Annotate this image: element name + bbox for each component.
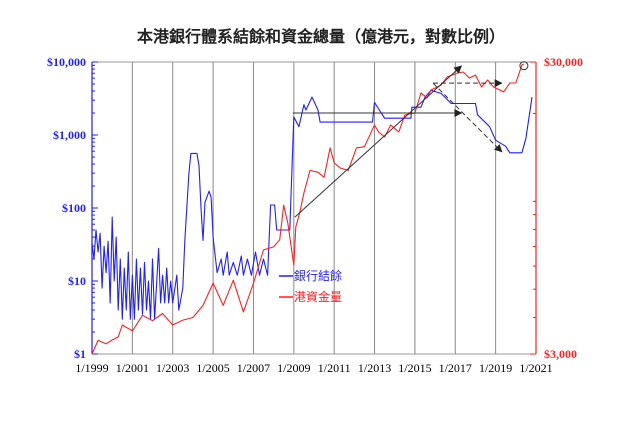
- bank-balance-line: [91, 89, 533, 320]
- left-y-tick-label: $10,000: [47, 55, 86, 69]
- x-tick-label: 1/2003: [156, 361, 189, 375]
- x-tick-label: 1/2011: [318, 361, 351, 375]
- x-tick-label: 1/2001: [116, 361, 149, 375]
- left-y-tick-label: $1,000: [53, 128, 86, 142]
- left-y-tick-label: $1: [74, 347, 86, 361]
- annotation-arrow: [294, 65, 463, 218]
- chart-title: 本港銀行體系結餘和資金總量（億港元，對數比例）: [137, 27, 505, 46]
- x-tick-label: 1/2009: [277, 361, 310, 375]
- x-tick-label: 1/2017: [439, 361, 472, 375]
- legend-label-money-supply: 港資金量: [294, 289, 342, 304]
- money-supply-line: [91, 63, 525, 355]
- x-tick-label: 1/2021: [519, 361, 552, 375]
- left-y-tick-label: $10: [68, 274, 86, 288]
- x-tick-label: 1/1999: [75, 361, 108, 375]
- x-tick-label: 1/2005: [196, 361, 229, 375]
- annotation-circle: [519, 61, 529, 71]
- right-y-tick-label: $3,000: [544, 347, 577, 361]
- x-tick-label: 1/2007: [237, 361, 270, 375]
- right-y-tick-label: $30,000: [544, 55, 583, 69]
- x-tick-label: 1/2015: [398, 361, 431, 375]
- left-y-tick-label: $100: [62, 201, 86, 215]
- x-tick-label: 1/2013: [358, 361, 391, 375]
- x-tick-label: 1/2019: [479, 361, 512, 375]
- legend-label-bank-balance: 銀行結餘: [294, 268, 342, 283]
- annotation-arrow: [432, 82, 503, 153]
- legend: 銀行結餘 港資金量: [279, 268, 342, 304]
